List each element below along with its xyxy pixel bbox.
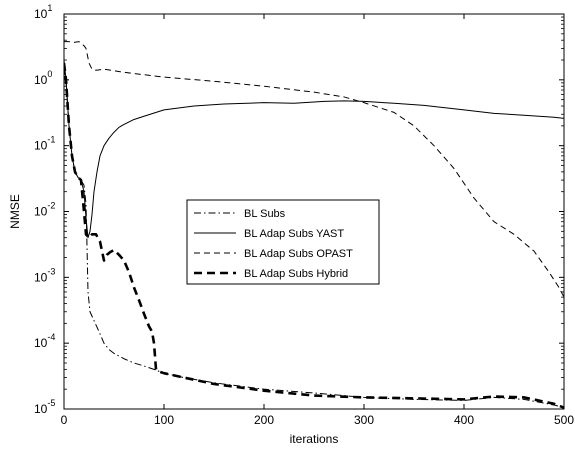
x-tick-label: 400	[454, 413, 474, 427]
x-tick-label: 200	[254, 413, 274, 427]
legend-label-1: BL Adap Subs YAST	[244, 228, 344, 240]
legend-label-3: BL Adap Subs Hybrid	[244, 268, 348, 280]
y-tick-label: 10-4	[34, 332, 55, 350]
y-tick-label: 10-1	[34, 135, 55, 153]
legend-label-0: BL Subs	[244, 208, 286, 220]
x-tick-label: 100	[154, 413, 174, 427]
legend-label-2: BL Adap Subs OPAST	[244, 248, 353, 260]
x-tick-label: 300	[354, 413, 374, 427]
y-tick-label: 10-5	[34, 398, 55, 416]
x-tick-label: 500	[554, 413, 574, 427]
axis-ticks	[63, 13, 565, 410]
series-layer	[64, 41, 564, 409]
x-axis-title: iterations	[290, 432, 339, 446]
y-tick-label: 10-3	[34, 266, 55, 284]
y-tick-label: 101	[34, 3, 52, 21]
legend-box	[186, 199, 380, 285]
y-tick-label: 100	[34, 69, 52, 87]
series-line-2	[64, 41, 564, 298]
series-line-3	[64, 62, 564, 409]
x-tick-label: 0	[61, 413, 68, 427]
y-axis-title: NMSE	[8, 194, 22, 229]
legend: BL Subs BL Adap Subs YAST BL Adap Subs OPA…	[186, 199, 380, 285]
y-tick-label: 10-2	[34, 201, 55, 219]
